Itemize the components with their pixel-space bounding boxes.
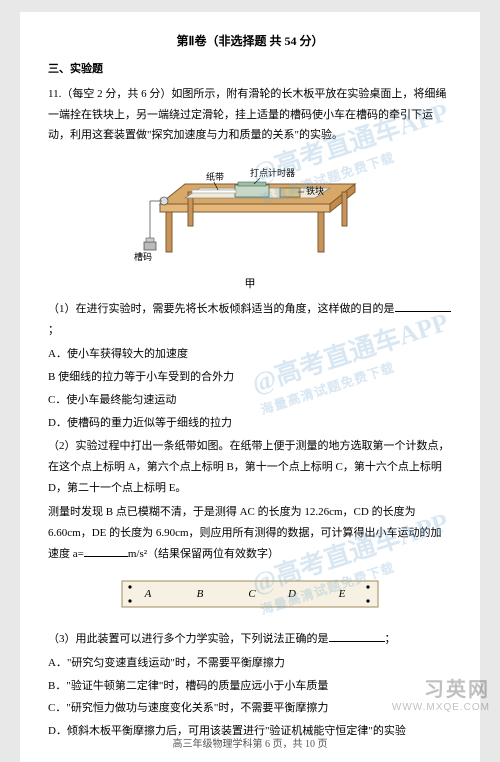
optA-A: A．使小车获得较大的加速度 (48, 344, 452, 365)
page-footer: 高三年级物理学科第 6 页，共 10 页 (20, 735, 480, 754)
label-timer: 打点计时器 (250, 167, 295, 178)
optB-A: A．"研究匀变速直线运动"时，不需要平衡摩擦力 (48, 653, 452, 674)
blank-1 (395, 300, 451, 312)
p2b-post: m/s²（结果保留两位有效数字） (128, 548, 279, 560)
brand-line2: WWW.MXQE.COM (392, 702, 490, 713)
p3-text: （3）用此装置可以进行多个力学实验，下列说法正确的是 (48, 633, 329, 645)
tape-diagram: A B C D E (120, 573, 380, 623)
brand-watermark: 习英网 WWW.MXQE.COM (392, 673, 490, 713)
mark-B: B (197, 588, 204, 600)
label-weight: 槽码 (134, 251, 152, 262)
mark-A: A (144, 588, 152, 600)
p3-tail: ； (385, 633, 396, 645)
label-block: 铁块 (306, 185, 324, 196)
part-title: 第Ⅱ卷（非选择题 共 54 分） (48, 30, 452, 53)
p2b-line: 测量时发现 B 点已模糊不清，于是测得 AC 的长度为 12.26cm，CD 的… (48, 502, 452, 565)
exam-page: 第Ⅱ卷（非选择题 共 54 分） 三、实验题 11.（每空 2 分，共 6 分）… (20, 12, 480, 762)
label-tape: 纸带 (206, 171, 224, 182)
mark-E: E (338, 588, 346, 600)
blank-2 (84, 545, 128, 557)
blank-3 (329, 630, 385, 642)
figure-caption: 甲 (48, 274, 452, 295)
optA-C: C．使小车最终能匀速运动 (48, 390, 452, 411)
apparatus-figure: 纸带 打点计时器 铁块 槽码 甲 (48, 154, 452, 295)
optA-D: D．使槽码的重力近似等于细线的拉力 (48, 413, 452, 434)
mark-D: D (287, 588, 296, 600)
p3-line: （3）用此装置可以进行多个力学实验，下列说法正确的是 ； (48, 629, 452, 650)
p1-line: （1）在进行实验时，需要先将长木板倾斜适当的角度，这样做的目的是 ； (48, 299, 452, 341)
p1-text: （1）在进行实验时，需要先将长木板倾斜适当的角度，这样做的目的是 (48, 303, 395, 315)
p1-tail: ； (48, 324, 59, 336)
mark-C: C (248, 588, 256, 600)
tape-svg: A B C D E (120, 573, 380, 615)
optA-B: B 使细线的拉力等于小车受到的合外力 (48, 367, 452, 388)
brand-line1: 习英网 (392, 673, 490, 702)
p2a: （2）实验过程中打出一条纸带如图。在纸带上便于测量的地方选取第一个计数点，在这个… (48, 436, 452, 499)
q11-lead: 11.（每空 2 分，共 6 分）如图所示，附有滑轮的长木板平放在实验桌面上，将… (48, 84, 452, 147)
apparatus-svg: 纸带 打点计时器 铁块 槽码 (130, 154, 370, 264)
section-heading: 三、实验题 (48, 59, 452, 80)
